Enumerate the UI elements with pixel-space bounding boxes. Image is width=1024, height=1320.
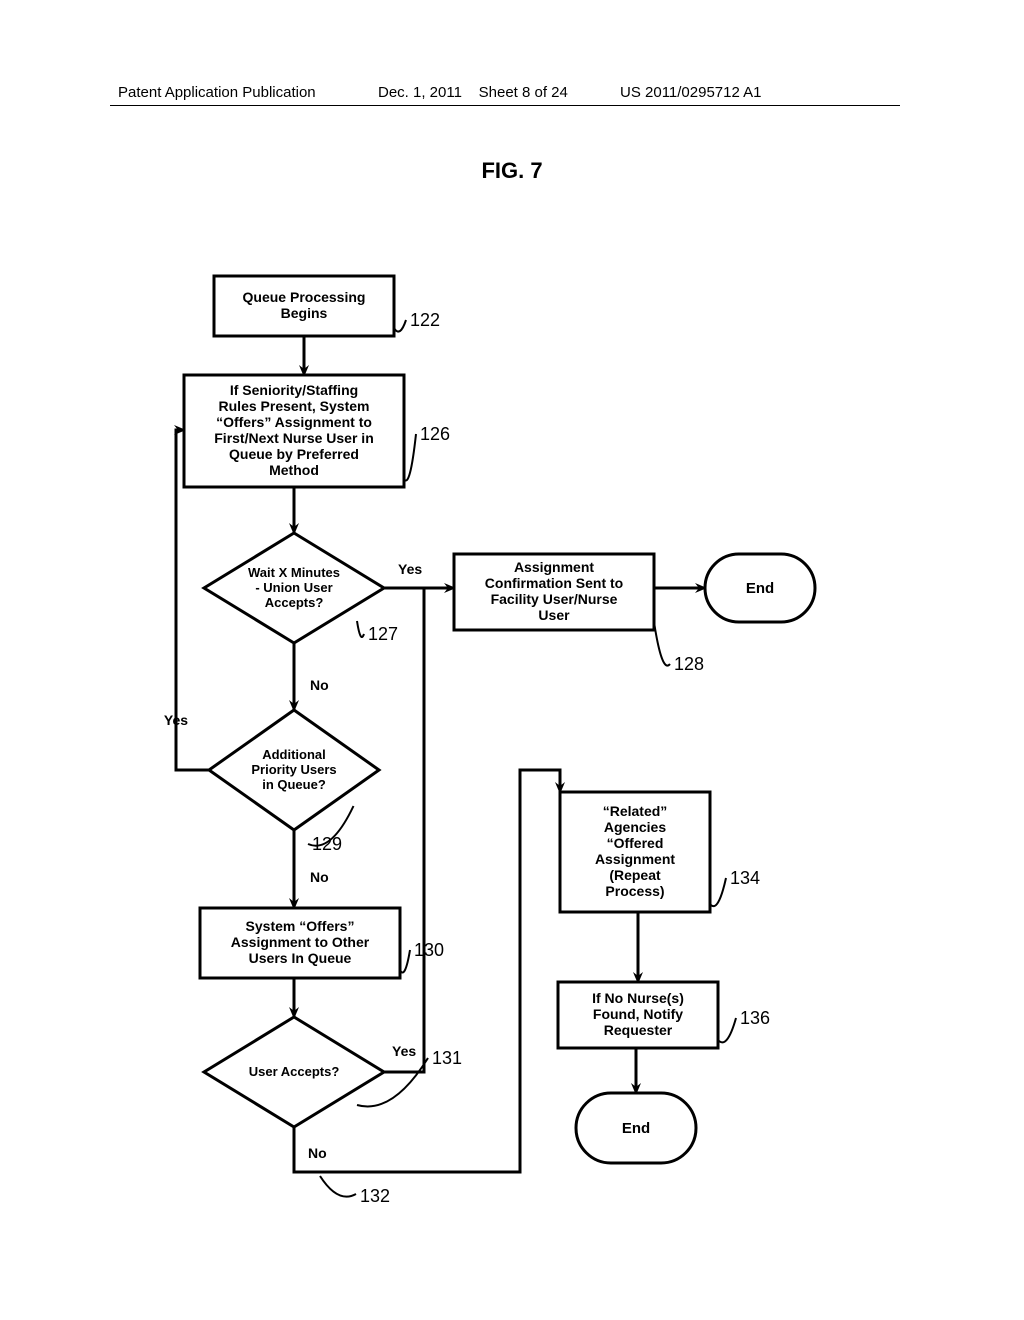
- svg-text:If No Nurse(s)Found, NotifyRe: If No Nurse(s)Found, NotifyRequester: [592, 990, 684, 1038]
- svg-text:User Accepts?: User Accepts?: [249, 1064, 340, 1079]
- edge-8: [384, 588, 424, 1072]
- ref-126: 126: [420, 424, 450, 444]
- ref-136: 136: [740, 1008, 770, 1028]
- svg-text:No: No: [310, 677, 329, 693]
- page: Patent Application Publication Dec. 1, 2…: [0, 0, 1024, 1320]
- ref-130: 130: [414, 940, 444, 960]
- svg-text:“Related”Agencies“OfferedAssig: “Related”Agencies“OfferedAssignment(Repe…: [595, 803, 675, 899]
- svg-text:132: 132: [360, 1186, 390, 1206]
- ref-131: 131: [432, 1048, 462, 1068]
- ref-129: 129: [312, 834, 342, 854]
- ref-122: 122: [410, 310, 440, 330]
- svg-text:System “Offers”Assignment to O: System “Offers”Assignment to OtherUsers …: [231, 918, 370, 966]
- ref-128: 128: [674, 654, 704, 674]
- svg-text:Yes: Yes: [398, 561, 422, 577]
- svg-text:Yes: Yes: [392, 1043, 416, 1059]
- svg-text:No: No: [308, 1145, 327, 1161]
- svg-text:No: No: [310, 869, 329, 885]
- ref-127: 127: [368, 624, 398, 644]
- svg-text:Yes: Yes: [164, 712, 188, 728]
- svg-text:End: End: [622, 1120, 650, 1137]
- svg-text:AdditionalPriority Usersin Que: AdditionalPriority Usersin Queue?: [251, 747, 336, 792]
- ref-134: 134: [730, 868, 760, 888]
- svg-text:End: End: [746, 580, 774, 597]
- flowchart: YesNoYesNoYesNo Queue ProcessingBeginsIf…: [0, 0, 1024, 1320]
